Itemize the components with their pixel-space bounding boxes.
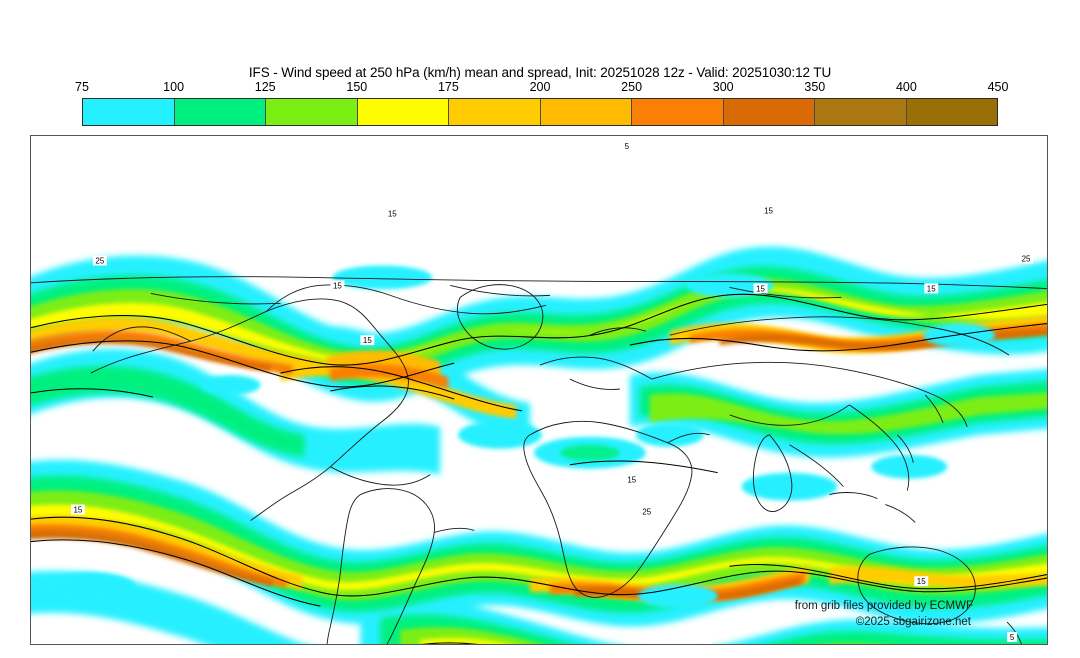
svg-text:25: 25 [95,257,104,266]
colorbar-band-125-150 [266,99,358,125]
svg-text:5: 5 [625,142,630,151]
colorbar-tick-150: 150 [346,80,368,94]
colorbar-tick-300: 300 [712,80,734,94]
map-canvas: 25 15 15 5 15 15 15 25 15 15 15 25 15 5 … [31,140,1047,644]
colorbar-band-150-175 [357,99,449,125]
svg-text:15: 15 [333,281,342,290]
svg-text:5: 5 [1010,633,1015,642]
colorbar-band-100-125 [174,99,266,125]
data-source-credit: from grib files provided by ECMWF [794,600,973,612]
colorbar-tick-125: 125 [254,80,276,94]
svg-text:5: 5 [704,643,709,644]
colorbar-tick-75: 75 [75,80,89,94]
colorbar-band-75-100 [83,99,175,125]
svg-text:25: 25 [1022,255,1031,264]
colorbar-tick-400: 400 [895,80,917,94]
svg-text:15: 15 [917,577,926,586]
colorbar-band-300-350 [723,99,815,125]
colorbar-tick-350: 350 [804,80,826,94]
colorbar-tick-175: 175 [437,80,459,94]
colorbar-tick-labels: 75 100 125 150 175 200 250 300 350 400 450 [75,80,1008,96]
colorbar-band-175-200 [449,99,541,125]
svg-text:25: 25 [642,508,651,517]
colorbar-band-350-400 [815,99,907,125]
colorbar-band-400-450 [906,99,997,125]
svg-text:15: 15 [756,284,765,293]
spread-contours [31,293,1047,644]
field-layer: 25 15 15 5 15 15 15 25 15 15 15 25 15 5 … [31,140,1047,644]
colorbar-bands [82,98,998,126]
colorbar-band-200-250 [540,99,632,125]
colorbar: 75 100 125 150 175 200 250 300 350 400 450 [75,80,1008,126]
colorbar-band-250-300 [632,99,724,125]
svg-text:15: 15 [764,207,773,216]
colorbar-tick-450: 450 [987,80,1009,94]
chart-title: IFS - Wind speed at 250 hPa (km/h) mean … [248,65,832,80]
svg-text:15: 15 [927,284,936,293]
coastlines [31,276,1047,644]
svg-text:15: 15 [388,210,397,219]
colorbar-tick-200: 200 [529,80,551,94]
contour-labels: 25 15 15 5 15 15 15 25 15 15 15 25 15 5 … [70,140,1034,644]
colorbar-tick-250: 250 [621,80,643,94]
svg-text:15: 15 [73,506,82,515]
colorbar-tick-100: 100 [163,80,185,94]
svg-text:15: 15 [627,476,636,485]
map-panel: 25 15 15 5 15 15 15 25 15 15 15 25 15 5 … [30,135,1048,645]
copyright-credit: ©2025 sbgairizone.net [855,616,971,628]
svg-text:15: 15 [363,336,372,345]
